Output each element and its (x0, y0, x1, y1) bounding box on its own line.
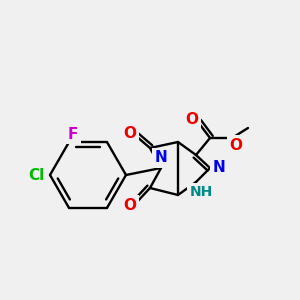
Text: N: N (213, 160, 225, 175)
Text: F: F (68, 127, 78, 142)
Text: Cl: Cl (28, 167, 44, 182)
Text: O: O (124, 127, 136, 142)
Text: O: O (124, 197, 136, 212)
Text: O: O (230, 137, 242, 152)
Text: N: N (154, 151, 167, 166)
Text: O: O (185, 112, 199, 128)
Text: NH: NH (189, 185, 213, 199)
